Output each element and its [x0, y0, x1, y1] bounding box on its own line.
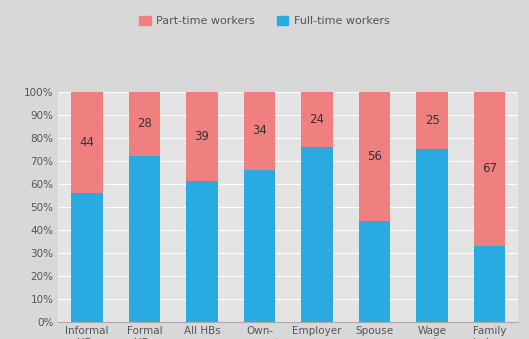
Bar: [71, 92, 103, 193]
Text: 56: 56: [367, 149, 382, 163]
Text: 28: 28: [137, 117, 152, 130]
Text: 39: 39: [195, 130, 209, 143]
Bar: [186, 92, 218, 181]
Bar: [129, 156, 160, 322]
Bar: [416, 92, 448, 149]
Bar: [71, 193, 103, 322]
Text: 67: 67: [482, 162, 497, 175]
Bar: [359, 92, 390, 221]
Bar: [474, 92, 506, 246]
Bar: [301, 147, 333, 322]
Text: 24: 24: [309, 113, 325, 126]
Text: 34: 34: [252, 124, 267, 137]
Bar: [416, 149, 448, 322]
Text: 25: 25: [425, 114, 440, 127]
Text: 44: 44: [79, 136, 95, 149]
Bar: [474, 246, 506, 322]
Bar: [129, 92, 160, 156]
Bar: [301, 92, 333, 147]
Bar: [244, 170, 276, 322]
Legend: Part-time workers, Full-time workers: Part-time workers, Full-time workers: [140, 16, 389, 26]
Bar: [244, 92, 276, 170]
Bar: [186, 181, 218, 322]
Bar: [359, 221, 390, 322]
